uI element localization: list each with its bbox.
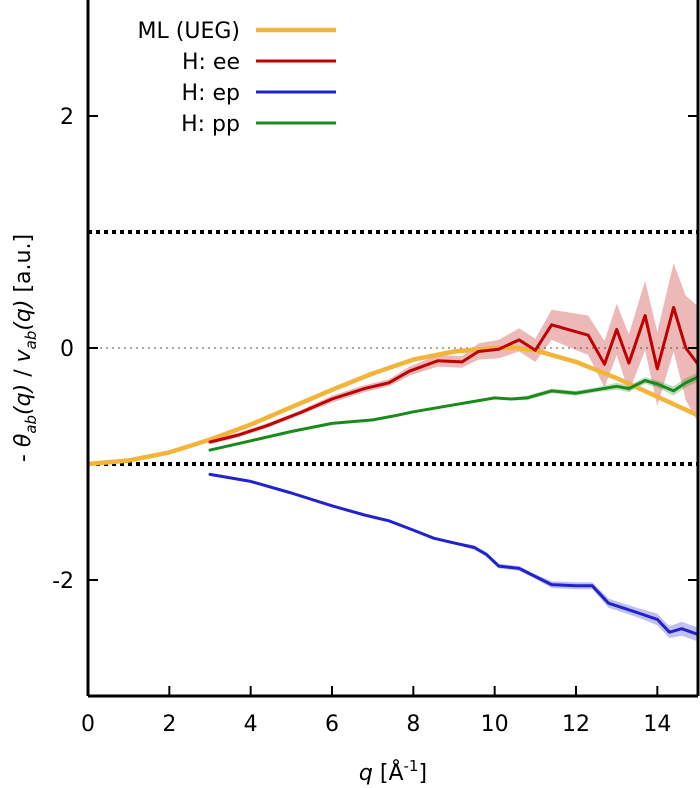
x-tick-label: 10 — [481, 712, 509, 737]
legend-label: H: pp — [181, 112, 240, 137]
series-line-h-ee — [208, 305, 698, 444]
error-band-h-ep — [210, 473, 698, 642]
x-tick-label: 4 — [244, 712, 258, 737]
error-bands — [210, 263, 698, 642]
series-line-h-pp — [208, 375, 698, 452]
series-lines — [88, 305, 698, 636]
x-tick-label: 2 — [162, 712, 176, 737]
legend: ML (UEG) H: ee H: ep H: pp — [138, 19, 336, 137]
legend-item-h-ee: H: ee — [182, 50, 336, 75]
legend-label: H: ep — [182, 81, 240, 106]
legend-item-h-ep: H: ep — [182, 81, 336, 106]
series-line-ml-ueg — [88, 345, 698, 467]
reference-lines — [88, 230, 698, 466]
legend-item-h-pp: H: pp — [181, 112, 336, 137]
x-axis-label: q [Å-1] — [359, 757, 427, 786]
y-tick-label: -2 — [52, 569, 74, 594]
legend-label: H: ee — [182, 50, 240, 75]
y-axis-label: - θab(q) / vab(q) [a.u.] — [11, 234, 40, 462]
x-ticks: 0 2 4 6 8 10 12 14 — [81, 686, 671, 737]
y-tick-label: 2 — [60, 105, 74, 130]
series-line-h-ep — [208, 472, 698, 636]
x-tick-label: 14 — [643, 712, 671, 737]
y-ticks: -2 0 2 — [52, 105, 698, 594]
y-tick-label: 0 — [60, 337, 74, 362]
legend-item-ml-ueg: ML (UEG) — [138, 19, 336, 44]
legend-label: ML (UEG) — [138, 19, 240, 44]
x-tick-label: 8 — [406, 712, 420, 737]
x-tick-label: 12 — [562, 712, 590, 737]
x-tick-label: 6 — [325, 712, 339, 737]
x-tick-label: 0 — [81, 712, 95, 737]
